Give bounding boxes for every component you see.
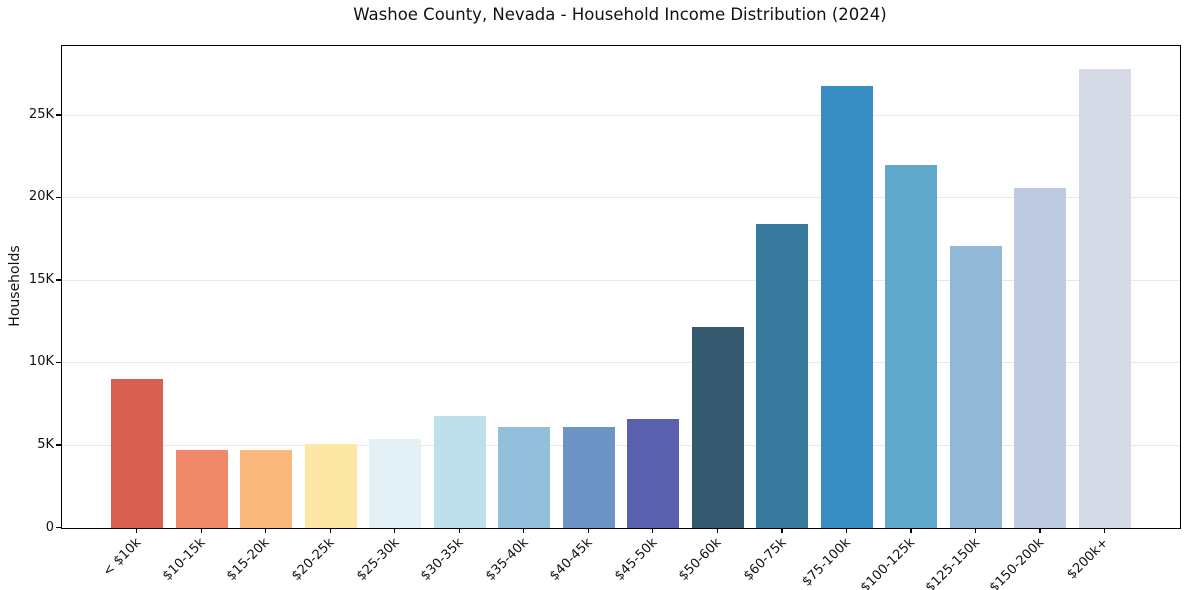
y-tick-label: 0 bbox=[45, 519, 54, 535]
x-tick-mark bbox=[200, 528, 202, 533]
bar-11 bbox=[756, 224, 809, 528]
bar-9 bbox=[627, 419, 680, 528]
gridline bbox=[62, 197, 1180, 199]
gridline bbox=[62, 444, 1180, 446]
y-tick-mark bbox=[56, 361, 61, 364]
x-tick-mark bbox=[1104, 528, 1106, 533]
bar-3 bbox=[240, 450, 293, 528]
bar-15 bbox=[1014, 187, 1067, 528]
x-tick-mark bbox=[716, 528, 718, 533]
plot-area bbox=[61, 45, 1181, 529]
y-tick-label: 20K bbox=[28, 189, 54, 205]
y-tick-label: 5K bbox=[37, 436, 54, 452]
x-tick-mark bbox=[587, 528, 589, 533]
y-axis-label: Households bbox=[7, 245, 23, 327]
y-tick-mark bbox=[56, 279, 61, 281]
x-tick-mark bbox=[265, 528, 267, 533]
y-tick-label: 15K bbox=[28, 271, 54, 287]
y-tick-mark bbox=[56, 527, 61, 529]
y-tick-mark bbox=[56, 444, 61, 446]
gridline bbox=[62, 362, 1180, 364]
y-tick-label: 25K bbox=[28, 106, 54, 122]
bar-7 bbox=[498, 427, 551, 528]
chart-title: Washoe County, Nevada - Household Income… bbox=[353, 5, 887, 24]
bar-10 bbox=[691, 326, 744, 528]
bar-6 bbox=[433, 415, 486, 528]
x-tick-label: $200k+ bbox=[1064, 535, 1112, 583]
y-tick-mark bbox=[56, 114, 61, 116]
bar-13 bbox=[885, 164, 938, 528]
x-tick-mark bbox=[329, 528, 331, 533]
gridline bbox=[62, 279, 1180, 281]
bar-4 bbox=[304, 443, 357, 528]
x-tick-mark bbox=[652, 528, 654, 533]
bar-8 bbox=[562, 427, 615, 528]
bar-12 bbox=[820, 85, 873, 528]
x-tick-mark bbox=[974, 528, 977, 533]
x-tick-mark bbox=[845, 528, 848, 533]
bar-5 bbox=[369, 438, 422, 528]
bar-1 bbox=[111, 379, 163, 528]
y-tick-label: 10K bbox=[28, 354, 54, 370]
x-tick-mark bbox=[136, 528, 138, 533]
x-tick-mark bbox=[394, 528, 396, 533]
x-tick-mark bbox=[458, 528, 460, 533]
x-tick-mark bbox=[781, 528, 783, 533]
y-tick-mark bbox=[56, 196, 61, 199]
x-tick-mark bbox=[523, 528, 525, 533]
x-tick-mark bbox=[1039, 528, 1041, 533]
bar-14 bbox=[949, 245, 1002, 528]
x-tick-mark bbox=[910, 528, 912, 533]
gridline bbox=[62, 114, 1180, 116]
bar-2 bbox=[175, 450, 228, 528]
bar-16 bbox=[1079, 69, 1131, 528]
